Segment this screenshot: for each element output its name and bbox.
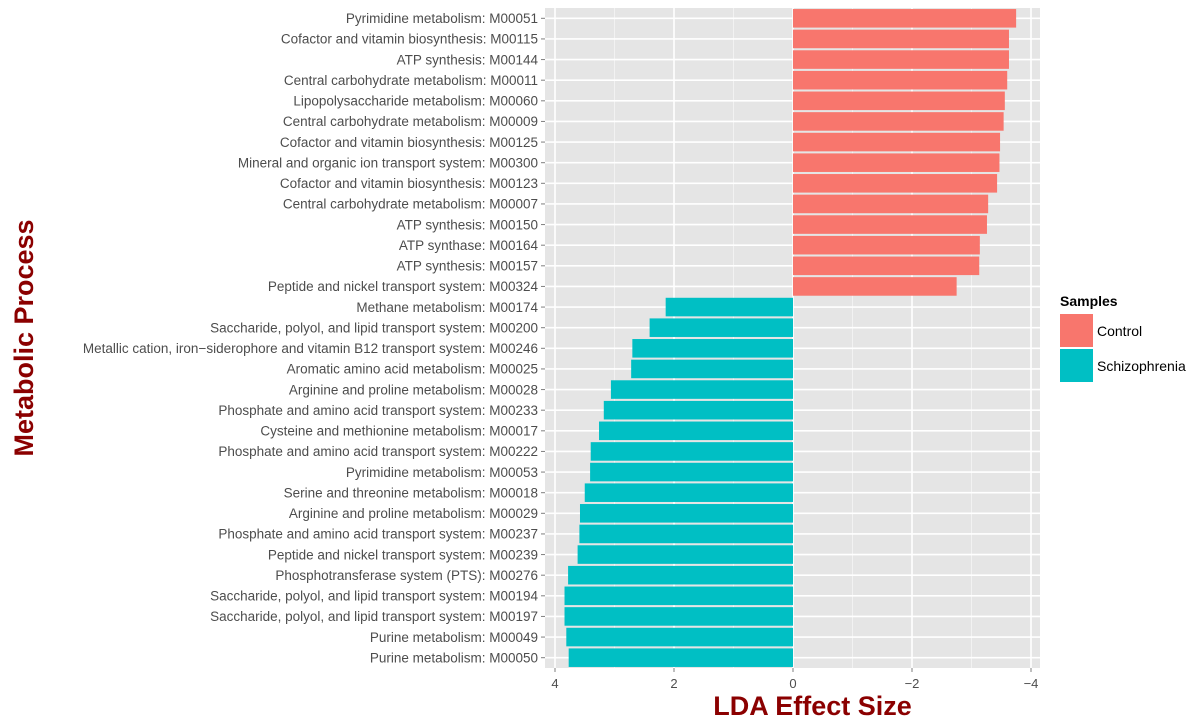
category-label: ATP synthesis: M00157 bbox=[397, 259, 538, 274]
category-label: Pyrimidine metabolism: M00053 bbox=[346, 465, 538, 480]
category-label: Arginine and proline metabolism: M00028 bbox=[289, 382, 538, 397]
category-label: Cysteine and methionine metabolism: M000… bbox=[260, 424, 538, 439]
bars-group bbox=[564, 9, 1017, 667]
bar-schizophrenia bbox=[649, 318, 793, 337]
category-label: Purine metabolism: M00049 bbox=[370, 630, 538, 645]
bar-control bbox=[793, 132, 1001, 152]
bar-control bbox=[793, 91, 1005, 111]
legend-swatch-control bbox=[1060, 314, 1093, 347]
bar-schizophrenia bbox=[590, 442, 793, 461]
bar-control bbox=[793, 50, 1009, 69]
legend-label-control: Control bbox=[1097, 323, 1142, 339]
bar-schizophrenia bbox=[564, 586, 793, 606]
category-labels: Pyrimidine metabolism: M00051 Cofactor an… bbox=[83, 11, 545, 665]
x-tick-label: 2 bbox=[670, 676, 677, 691]
y-axis-title: Metabolic Process bbox=[9, 219, 39, 456]
bar-control bbox=[793, 235, 980, 255]
bar-control bbox=[793, 215, 987, 234]
category-label: Phosphate and amino acid transport syste… bbox=[218, 403, 538, 418]
bar-schizophrenia bbox=[579, 504, 793, 523]
category-label: Aromatic amino acid metabolism: M00025 bbox=[287, 362, 538, 377]
category-label: Saccharide, polyol, and lipid transport … bbox=[210, 320, 538, 335]
category-label: Peptide and nickel transport system: M00… bbox=[268, 547, 538, 562]
category-label: Purine metabolism: M00050 bbox=[370, 650, 538, 665]
bar-control bbox=[793, 112, 1004, 131]
bar-schizophrenia bbox=[590, 462, 793, 482]
category-label: Lipopolysaccharide metabolism: M00060 bbox=[293, 94, 538, 109]
category-label: Metallic cation, iron−siderophore and vi… bbox=[83, 341, 538, 356]
bar-schizophrenia bbox=[568, 565, 793, 585]
legend: Samples Control Schizophrenia bbox=[1060, 293, 1186, 382]
category-label: Cofactor and vitamin biosynthesis: M0012… bbox=[280, 135, 538, 150]
x-tick-label: −4 bbox=[1024, 676, 1039, 691]
category-label: Central carbohydrate metabolism: M00009 bbox=[283, 114, 538, 129]
category-label: Central carbohydrate metabolism: M00007 bbox=[283, 197, 538, 212]
bar-schizophrenia bbox=[568, 648, 793, 667]
bar-schizophrenia bbox=[632, 339, 793, 358]
category-label: Saccharide, polyol, and lipid transport … bbox=[210, 589, 538, 604]
bar-schizophrenia bbox=[577, 545, 793, 564]
category-label: Methane metabolism: M00174 bbox=[356, 300, 538, 315]
category-label: Arginine and proline metabolism: M00029 bbox=[289, 506, 538, 521]
category-label: ATP synthesis: M00144 bbox=[397, 52, 539, 67]
category-label: ATP synthesis: M00150 bbox=[397, 217, 538, 232]
category-label: Cofactor and vitamin biosynthesis: M0012… bbox=[280, 176, 538, 191]
category-label: Phosphate and amino acid transport syste… bbox=[218, 527, 538, 542]
x-axis-title: LDA Effect Size bbox=[713, 691, 912, 721]
legend-label-schizophrenia: Schizophrenia bbox=[1097, 358, 1186, 374]
bar-schizophrenia bbox=[610, 380, 793, 399]
category-label: Pyrimidine metabolism: M00051 bbox=[346, 11, 538, 26]
bar-schizophrenia bbox=[579, 524, 793, 544]
bar-schizophrenia bbox=[599, 421, 793, 441]
category-label: ATP synthase: M00164 bbox=[399, 238, 539, 253]
x-tick-label: 0 bbox=[789, 676, 796, 691]
category-label: Saccharide, polyol, and lipid transport … bbox=[210, 609, 538, 624]
bar-schizophrenia bbox=[584, 483, 793, 502]
bar-schizophrenia bbox=[564, 607, 793, 626]
bar-control bbox=[793, 9, 1017, 28]
bar-schizophrenia bbox=[603, 400, 793, 420]
x-tick-label: 4 bbox=[551, 676, 558, 691]
category-label: Central carbohydrate metabolism: M00011 bbox=[284, 73, 538, 88]
bar-schizophrenia bbox=[665, 297, 793, 317]
legend-title: Samples bbox=[1060, 293, 1118, 309]
bar-control bbox=[793, 29, 1009, 49]
category-label: Phosphotransferase system (PTS): M00276 bbox=[275, 568, 538, 583]
bar-schizophrenia bbox=[566, 627, 793, 647]
legend-swatch-schizophrenia bbox=[1060, 349, 1093, 382]
bar-control bbox=[793, 277, 957, 296]
category-label: Peptide and nickel transport system: M00… bbox=[268, 279, 539, 294]
x-axis-ticks: 4 2 0 −2 −4 bbox=[551, 668, 1038, 691]
category-label: Phosphate and amino acid transport syste… bbox=[218, 444, 538, 459]
category-label: Serine and threonine metabolism: M00018 bbox=[284, 485, 538, 500]
category-label: Cofactor and vitamin biosynthesis: M0011… bbox=[281, 32, 538, 47]
x-tick-label: −2 bbox=[905, 676, 920, 691]
bar-control bbox=[793, 153, 1000, 172]
bar-control bbox=[793, 174, 998, 193]
bar-control bbox=[793, 256, 980, 276]
category-label: Mineral and organic ion transport system… bbox=[238, 155, 538, 170]
bar-control bbox=[793, 70, 1008, 90]
bar-control bbox=[793, 194, 989, 214]
bar-schizophrenia bbox=[631, 359, 793, 379]
